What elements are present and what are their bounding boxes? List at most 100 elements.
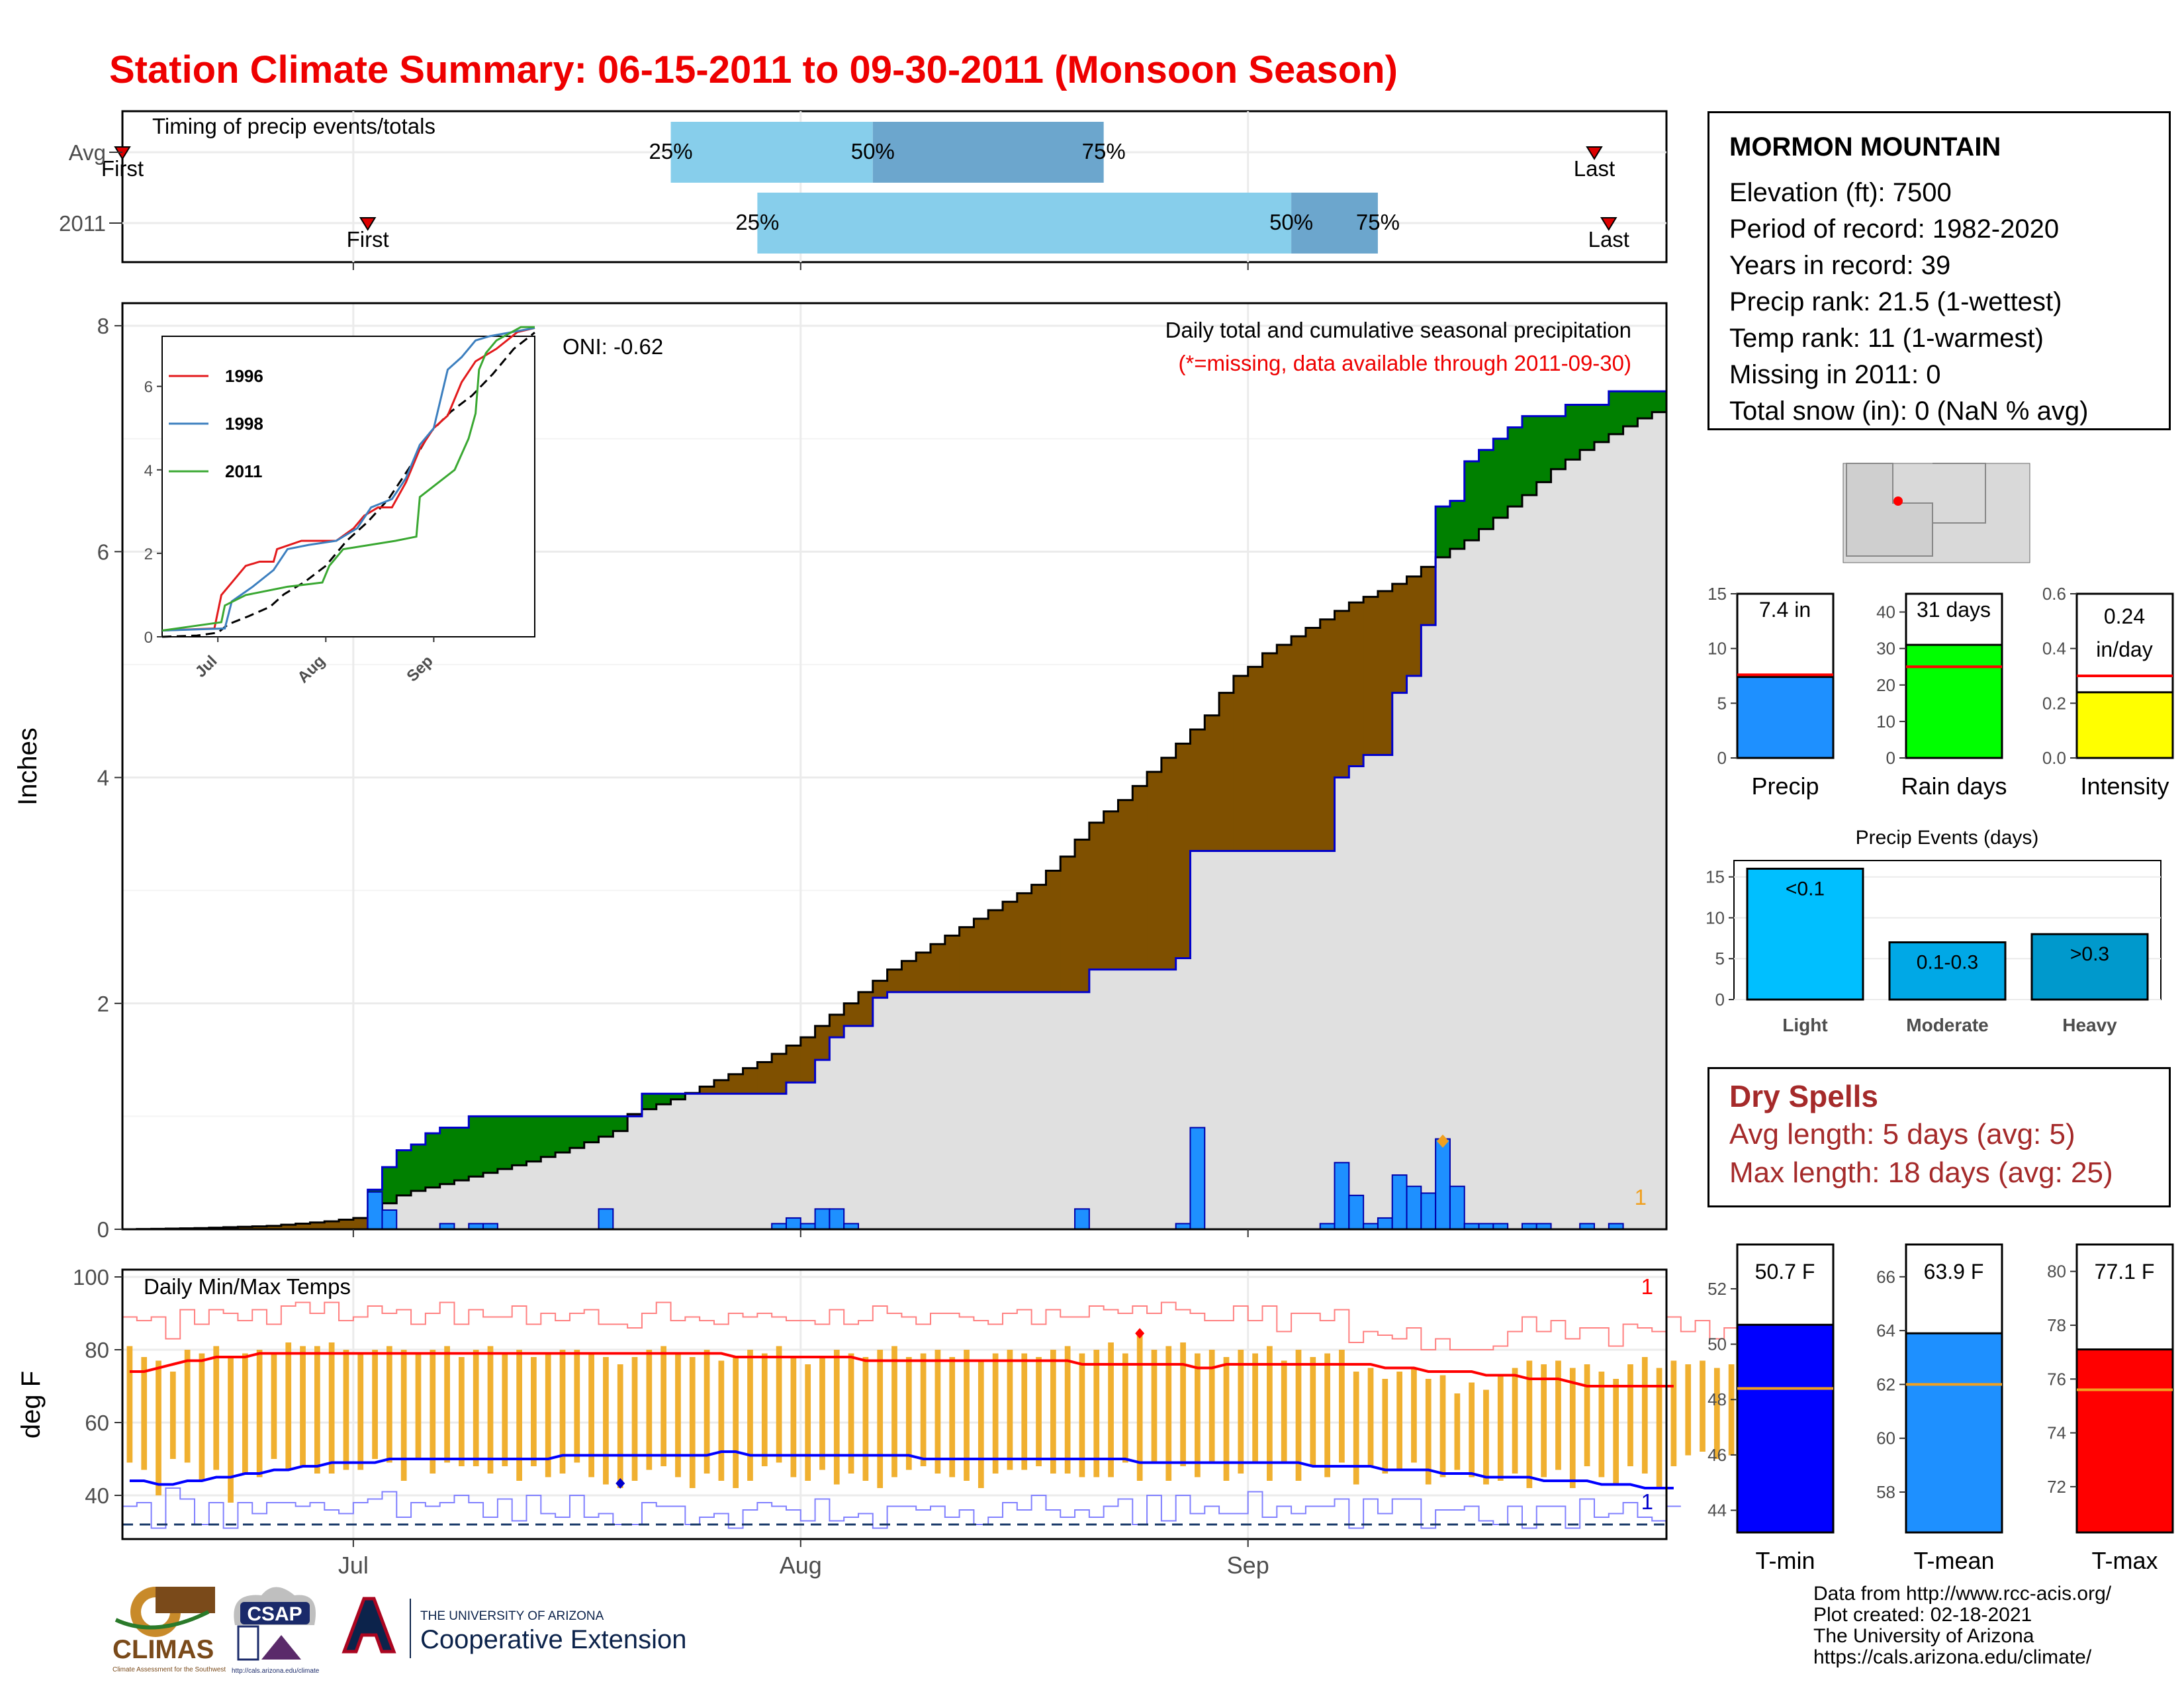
daily-temp-range-bar — [1136, 1335, 1143, 1481]
precip-surplus-segment — [454, 1127, 469, 1181]
daily-temp-range-bar — [1641, 1357, 1648, 1474]
precip-deficit-segment — [1190, 729, 1205, 851]
timing-first-label: First — [101, 156, 144, 181]
daily-temp-range-bar — [1353, 1372, 1359, 1485]
station-name: MORMON MOUNTAIN — [1729, 132, 2001, 162]
daily-temp-range-bar — [415, 1353, 422, 1459]
logo-bar: CLIMAS Climate Assessment for the Southw… — [109, 1579, 771, 1688]
precip-deficit-segment — [916, 953, 931, 992]
precip-deficit-segment — [339, 1219, 354, 1229]
inset-legend-label: 1996 — [225, 366, 263, 386]
precip-deficit-segment — [238, 1227, 253, 1229]
daily-precip-bar — [1435, 1138, 1451, 1231]
daily-temp-range-bar — [574, 1350, 580, 1463]
precip-deficit-segment — [1349, 602, 1364, 767]
daily-temp-range-bar — [964, 1350, 970, 1481]
precip-events-y-tick-label: 15 — [1706, 867, 1725, 887]
daily-temp-range-bar — [1541, 1364, 1547, 1477]
daily-temp-range-bar — [805, 1364, 811, 1481]
timing-last-marker — [1586, 146, 1603, 160]
precip-surplus-segment — [439, 1127, 455, 1184]
arizona-outline — [1846, 463, 1933, 557]
precip-deficit-segment — [1406, 576, 1422, 677]
summary-intensity-bar — [2075, 691, 2174, 759]
daily-precip-bar — [1406, 1186, 1422, 1231]
daily-temp-range-bar — [1584, 1364, 1590, 1466]
precip-deficit-segment — [1262, 653, 1277, 851]
daily-temp-range-bar — [978, 1360, 984, 1488]
daily-temp-range-bar — [631, 1357, 638, 1481]
summary-t-mean-label: T-mean — [1913, 1547, 1994, 1574]
precip-deficit-segment — [1103, 811, 1118, 970]
record-max-marker — [1135, 1328, 1145, 1339]
precip-deficit-segment — [1118, 800, 1133, 970]
precip-deficit-segment — [1132, 786, 1148, 970]
precip-deficit-segment — [1291, 636, 1306, 851]
precip-deficit-segment — [728, 1074, 744, 1094]
daily-temp-range-bar — [704, 1350, 710, 1474]
daily-temp-range-bar — [300, 1346, 306, 1466]
precip-surplus-segment — [497, 1116, 513, 1170]
precip-deficit-segment — [887, 969, 902, 992]
temp-count-top: 1 — [1641, 1274, 1653, 1299]
summary-t-max-y-tick-label: 78 — [2047, 1315, 2066, 1335]
precip-deficit-segment — [872, 980, 888, 998]
daily-temp-range-bar — [459, 1357, 465, 1466]
record-low-line — [122, 1487, 1681, 1529]
precip-panel-subtitle: (*=missing, data available through 2011-… — [1178, 351, 1631, 375]
precip-surplus-segment — [1608, 391, 1624, 434]
summary-t-min-value: 50.7 F — [1755, 1260, 1815, 1284]
summary-t-max-y-tick-label: 72 — [2047, 1477, 2066, 1497]
station-years: Years in record: 39 — [1729, 251, 1951, 280]
daily-temp-range-bar — [559, 1350, 566, 1474]
temp-count-bottom: 1 — [1641, 1489, 1653, 1514]
summary-intensity-y-tick-label: 0.2 — [2042, 693, 2066, 713]
summary-precip-y-tick-label: 10 — [1707, 639, 1727, 659]
precip-deficit-segment — [324, 1221, 340, 1229]
inset-y-tick-label: 6 — [144, 379, 153, 397]
daily-temp-range-bar — [1367, 1368, 1374, 1466]
daily-temp-range-bar — [1122, 1353, 1128, 1463]
daily-temp-range-bar — [199, 1353, 205, 1481]
credit-url: https://cals.arizona.edu/climate/ — [1813, 1646, 2092, 1668]
daily-temp-range-bar — [747, 1350, 753, 1481]
dry-spells-title: Dry Spells — [1729, 1079, 1878, 1113]
precip-surplus-segment — [1594, 404, 1610, 442]
precip-events-y-tick-label: 5 — [1715, 949, 1725, 968]
daily-temp-range-bar — [1021, 1353, 1028, 1470]
daily-temp-range-bar — [1007, 1350, 1013, 1470]
precip-surplus-segment — [526, 1116, 541, 1162]
summary-rain-days-y-tick-label: 40 — [1876, 602, 1895, 622]
daily-temp-range-bar — [660, 1346, 667, 1466]
precip-surplus-segment — [396, 1150, 412, 1196]
daily-temp-range-bar — [1396, 1372, 1402, 1470]
timing-label-75: 75% — [1356, 210, 1400, 234]
precip-deficit-segment — [310, 1222, 325, 1229]
summary-intensity-y-tick-label: 0.6 — [2042, 584, 2066, 604]
inset-y-tick-label: 2 — [144, 545, 153, 563]
precip-y-tick-label: 4 — [97, 766, 109, 790]
timing-last-label: Last — [1574, 156, 1615, 181]
temp-y-tick-label: 60 — [85, 1411, 109, 1435]
daily-temp-range-bar — [430, 1350, 436, 1474]
daily-precip-bar — [785, 1217, 801, 1230]
daily-temp-range-bar — [1598, 1372, 1605, 1477]
daily-temp-range-bar — [1079, 1353, 1085, 1477]
precip-deficit-segment — [267, 1225, 282, 1229]
daily-temp-range-bar — [1425, 1379, 1432, 1485]
precip-surplus-segment — [1565, 404, 1580, 460]
temp-panel-frame — [121, 1268, 1668, 1540]
summary-t-min-y-tick-label: 50 — [1707, 1335, 1727, 1354]
daily-temp-range-bar — [1108, 1342, 1114, 1477]
timing-label-50: 50% — [851, 139, 895, 164]
inset-y-tick-label: 0 — [144, 629, 153, 647]
precip-deficit-segment — [1334, 610, 1349, 778]
precip-surplus-segment — [1536, 416, 1552, 483]
timing-bar-p50-p75 — [872, 122, 1104, 183]
inset-y-tick-label: 4 — [144, 462, 153, 480]
avg-max-temp-line — [129, 1352, 1674, 1387]
precip-events-bar-moderate — [1888, 941, 2007, 1001]
summary-t-mean-y-tick-label: 58 — [1876, 1482, 1895, 1502]
precip-deficit-segment — [1175, 743, 1191, 959]
csap-logo: CSAP http://cals.arizona.edu/climate — [232, 1587, 320, 1675]
